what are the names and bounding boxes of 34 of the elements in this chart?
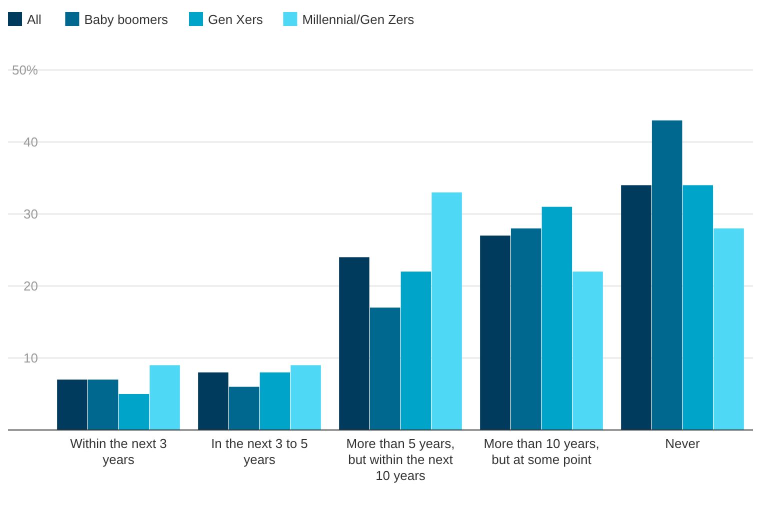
y-tick-label: 50% [12,62,38,78]
legend-label: Millennial/Gen Zers [302,12,415,27]
bar [57,380,88,430]
bar [400,272,432,430]
bar [260,372,290,430]
bar [432,192,462,430]
bar [150,365,180,430]
bar [652,120,682,430]
bar [118,394,150,430]
bar [228,386,260,430]
bar [714,228,744,430]
legend-label: All [27,12,42,27]
bar [88,380,118,430]
bar [370,308,400,430]
y-tick-label: 20 [24,278,38,294]
x-tick-label: In the next 3 to 5 years [211,436,308,467]
bar [621,185,652,430]
bar [510,228,542,430]
bar [542,206,572,430]
bar [198,372,228,430]
legend-label: Gen Xers [208,12,264,27]
bar [682,185,714,430]
y-tick-label: 30 [24,206,38,222]
bar [339,257,370,430]
bar [572,272,603,430]
y-tick-label: 40 [24,134,38,150]
bar [290,365,321,430]
x-tick-label: Within the next 3 years [70,436,167,467]
x-tick-label: More than 5 years, but within the next 10 years [346,436,455,483]
y-tick-label: 10 [24,350,38,366]
legend-label: Baby boomers [84,12,169,27]
bar [480,236,510,430]
x-tick-label: More than 10 years, but at some point [484,436,600,467]
x-tick-label: Never [665,436,701,451]
